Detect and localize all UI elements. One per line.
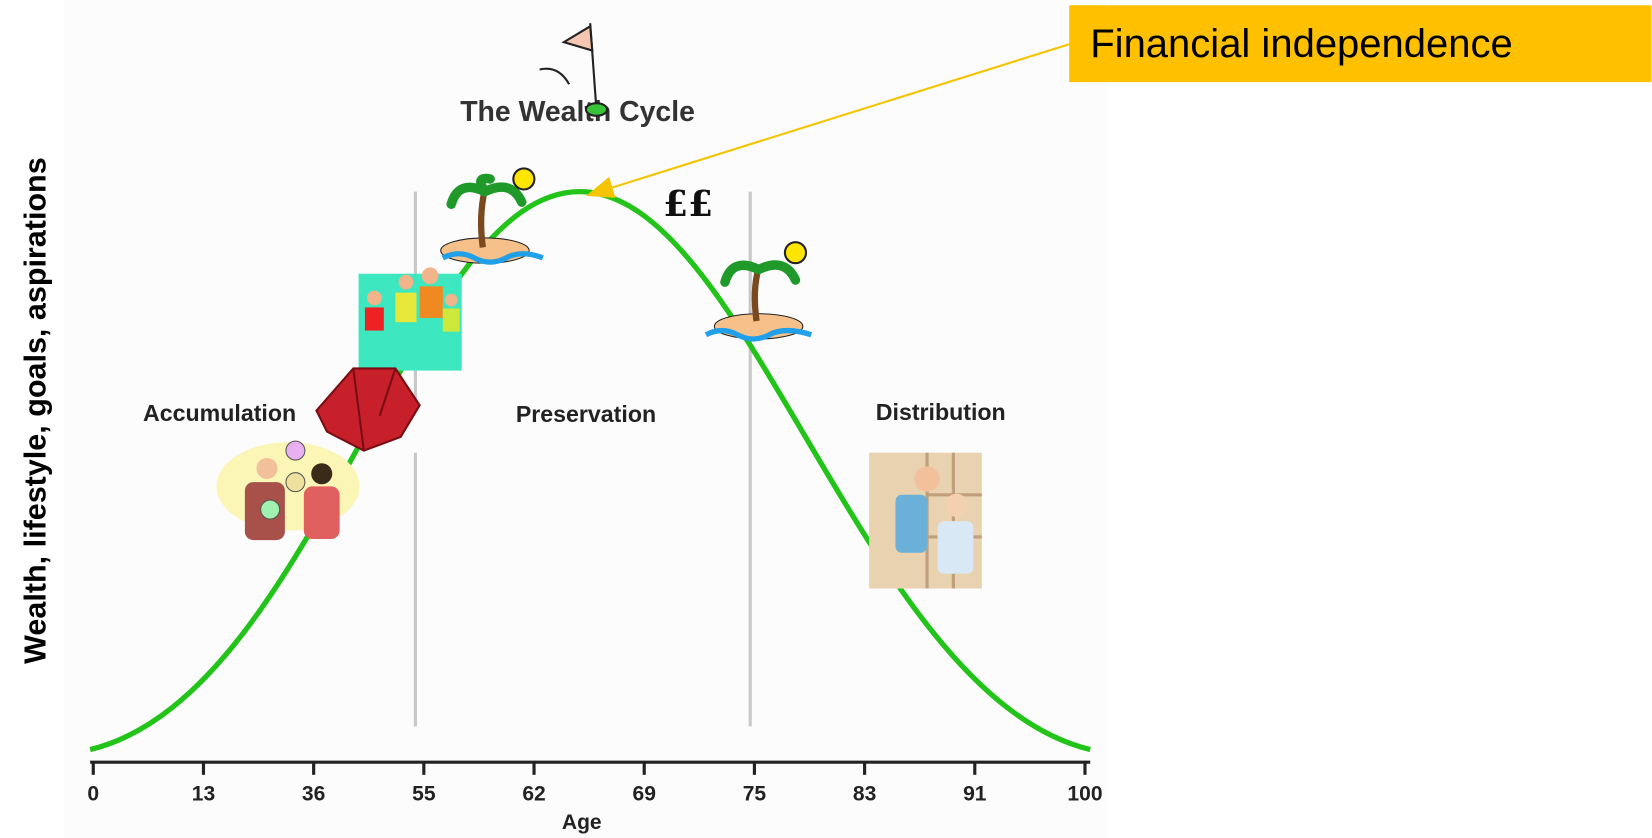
x-tick-label: 13 (192, 782, 215, 805)
page: {"title": "The Wealth Cycle", "y_axis_la… (0, 0, 1652, 838)
phase-label: Preservation (516, 401, 656, 427)
y-axis-label: Wealth, lifestyle, goals, aspirations (19, 157, 53, 664)
x-tick-label: 0 (87, 782, 99, 805)
care-icon (869, 453, 982, 589)
x-tick-label: 55 (412, 782, 436, 805)
x-tick-label: 83 (853, 782, 876, 805)
callout-text: Financial independence (1090, 22, 1513, 66)
diagram: 0 13 36 55 62 69 75 83 91 100 Age Wealth, lifesty… (0, 0, 1652, 838)
x-tick-label: 62 (522, 782, 545, 805)
x-tick-label: 91 (963, 782, 987, 805)
x-tick-label: 100 (1067, 782, 1102, 805)
x-tick-label: 36 (302, 782, 325, 805)
x-axis-label: Age (562, 811, 602, 834)
family-icon (359, 267, 462, 370)
currency-mark: ££ (663, 183, 713, 225)
x-tick-label: 75 (743, 782, 767, 805)
x-tick-label: 69 (633, 782, 656, 805)
phase-label: Distribution (876, 399, 1006, 425)
phase-label: Accumulation (143, 400, 296, 426)
title: The Wealth Cycle (460, 96, 695, 128)
